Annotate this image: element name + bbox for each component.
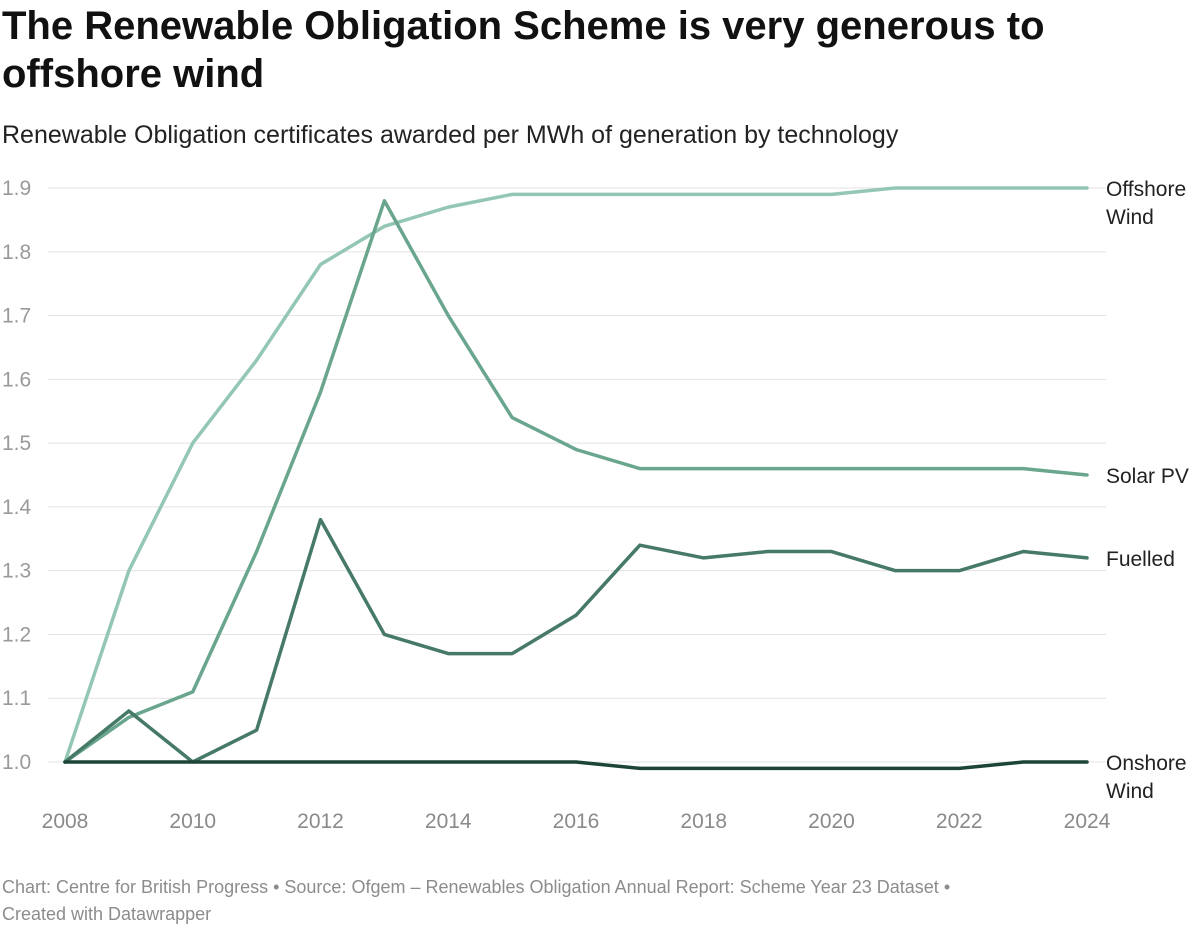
x-tick-label: 2012 (297, 810, 344, 833)
series-lines (63, 186, 1089, 771)
series-label: Fuelled (1106, 548, 1175, 571)
series-label: Wind (1106, 780, 1154, 803)
footer-source: Source: Ofgem – Renewables Obligation An… (284, 877, 939, 897)
y-tick-label: 1.0 (2, 751, 31, 774)
y-tick-label: 1.9 (2, 177, 31, 200)
x-tick-label: 2018 (680, 810, 727, 833)
chart-subtitle: Renewable Obligation certificates awarde… (2, 121, 899, 149)
series-line-solar-pv (63, 199, 1089, 764)
x-axis-ticks: 2008 2010 2012 2014 2016 2018 2020 2022 2024 (42, 810, 1111, 833)
y-axis-ticks: 1.0 1.1 1.2 1.3 1.4 1.5 1.6 1.7 1.8 1.9 (2, 177, 32, 774)
chart-title: The Renewable Obligation Scheme is very … (2, 4, 1045, 96)
series-line-fuelled (63, 517, 1089, 764)
footer-separator: • (268, 877, 285, 897)
y-tick-label: 1.7 (2, 305, 31, 328)
y-tick-label: 1.3 (2, 560, 31, 583)
footer-credit: Chart: Centre for British Progress (2, 877, 269, 897)
series-label: Offshore (1106, 178, 1186, 201)
series-label: Wind (1106, 206, 1154, 229)
y-tick-label: 1.4 (2, 496, 32, 519)
x-tick-label: 2010 (169, 810, 216, 833)
series-label: Onshore (1106, 752, 1187, 775)
series-labels: Offshore Wind Solar PV Fuelled Onshore Wind (1106, 178, 1189, 803)
chart-footer: Chart: Centre for British Progress • Sou… (2, 874, 1192, 928)
y-tick-label: 1.2 (2, 623, 31, 646)
x-tick-label: 2022 (936, 810, 983, 833)
footer-tool: Created with Datawrapper (2, 904, 212, 924)
y-tick-label: 1.1 (2, 687, 31, 710)
y-tick-label: 1.6 (2, 368, 31, 391)
footer-separator: • (938, 877, 951, 897)
gridlines (48, 187, 1106, 763)
series-label: Solar PV (1106, 465, 1189, 488)
series-line-onshore-wind (63, 760, 1089, 771)
x-tick-label: 2016 (553, 810, 600, 833)
x-tick-label: 2024 (1064, 810, 1111, 833)
y-tick-label: 1.5 (2, 432, 31, 455)
x-tick-label: 2014 (425, 810, 472, 833)
x-tick-label: 2008 (42, 810, 89, 833)
x-tick-label: 2020 (808, 810, 855, 833)
line-chart: 1.01.11.21.31.41.51.61.71.81.9 2008 2010 2… (2, 177, 1189, 833)
series-line-offshore-wind (63, 186, 1089, 764)
y-tick-label: 1.8 (2, 241, 31, 264)
